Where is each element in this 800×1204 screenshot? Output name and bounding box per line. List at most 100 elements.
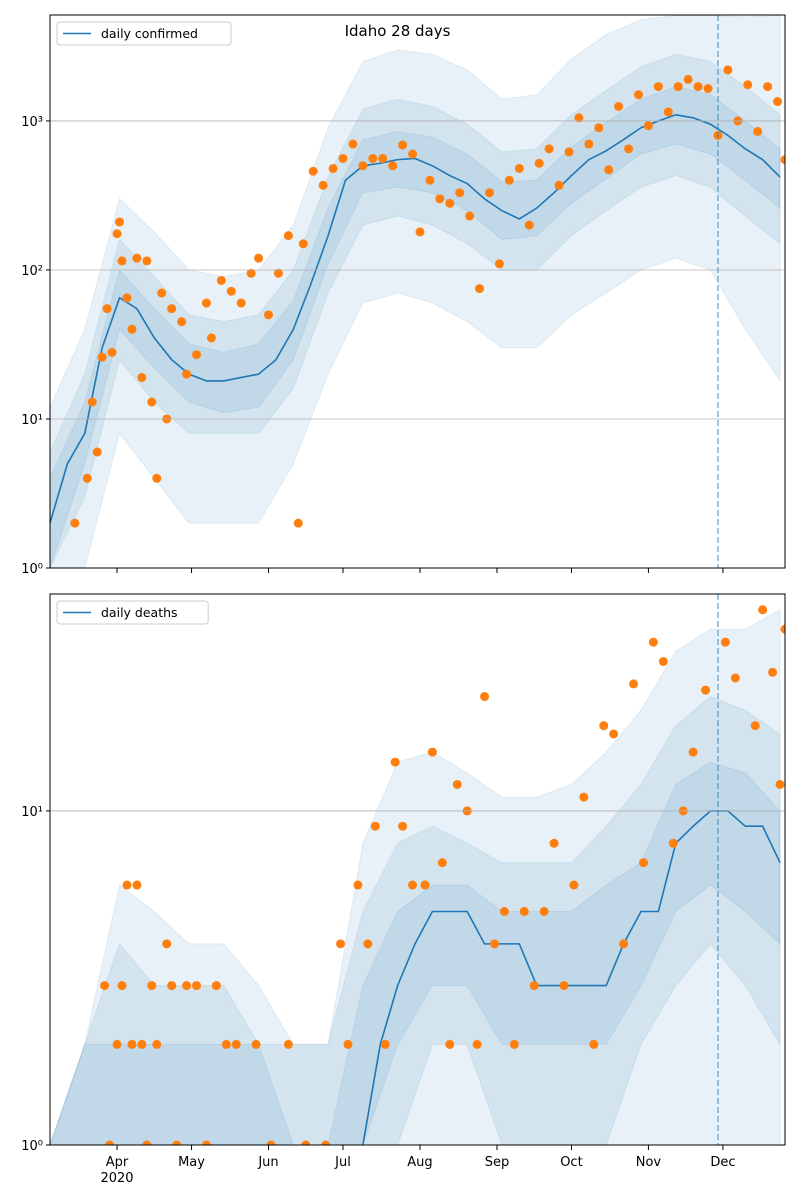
data-point [264, 310, 274, 320]
data-point [653, 82, 663, 92]
data-point [480, 692, 490, 702]
data-point [251, 1039, 261, 1049]
x-tick-year: 2020 [100, 1171, 133, 1186]
data-point [730, 673, 740, 683]
data-point [308, 166, 318, 176]
data-point [246, 268, 256, 278]
legend-label: daily confirmed [101, 26, 198, 41]
data-point [574, 113, 584, 123]
data-point [741, 554, 750, 563]
data-point [388, 161, 398, 171]
data-point [445, 1039, 455, 1049]
data-point [509, 1039, 519, 1049]
x-tick-label: May [178, 1155, 205, 1170]
data-point [112, 229, 122, 239]
data-point [97, 352, 107, 362]
data-point [408, 149, 418, 159]
data-point [775, 779, 785, 789]
data-point [758, 605, 768, 615]
data-point [554, 180, 564, 190]
y-tick-label: 10⁰ [21, 562, 43, 577]
data-point [693, 82, 703, 92]
data-point [648, 637, 658, 647]
data-point [70, 518, 80, 528]
data-point [127, 324, 137, 334]
data-point [609, 729, 619, 739]
data-point [147, 981, 157, 991]
data-point [328, 163, 338, 173]
data-point [539, 906, 549, 916]
data-point [177, 317, 187, 327]
data-point [102, 304, 112, 314]
data-point [455, 188, 465, 198]
data-point [122, 880, 132, 890]
data-point [638, 858, 648, 868]
data-point [147, 397, 157, 407]
data-point [370, 821, 380, 831]
data-point [768, 667, 778, 677]
data-point [348, 139, 358, 149]
data-point [420, 880, 430, 890]
data-point [688, 747, 698, 757]
data-point [398, 821, 408, 831]
legend-box [56, 600, 209, 625]
data-point [273, 268, 283, 278]
data-point [599, 721, 609, 731]
data-point [427, 747, 437, 757]
data-point [524, 220, 534, 230]
data-point [683, 74, 693, 84]
data-point [465, 211, 475, 221]
data-point [720, 637, 730, 647]
data-point [663, 107, 673, 117]
data-point [127, 1039, 137, 1049]
data-point [254, 253, 264, 263]
data-point [343, 1039, 353, 1049]
data-point [112, 1039, 122, 1049]
data-point [668, 838, 678, 848]
chart-title: Idaho 28 days [345, 22, 451, 40]
data-point [231, 1039, 241, 1049]
data-point [105, 1140, 115, 1145]
x-tick-label: Nov [636, 1155, 662, 1170]
data-point [293, 518, 303, 528]
data-point [137, 372, 147, 382]
data-point [435, 194, 445, 204]
data-point [475, 284, 485, 294]
data-point [519, 906, 529, 916]
data-point [117, 981, 127, 991]
x-tick-label: Dec [710, 1155, 735, 1170]
plot-area [50, 15, 785, 568]
axes-frame [49, 593, 786, 1146]
data-point [534, 158, 544, 168]
data-point [743, 80, 753, 90]
data-point [569, 880, 579, 890]
data-point [780, 155, 785, 165]
data-point [445, 198, 455, 208]
data-point [182, 981, 192, 991]
data-point [236, 298, 246, 308]
data-point [390, 757, 400, 767]
data-point [452, 779, 462, 789]
data-point [338, 153, 348, 163]
confidence-band [50, 53, 781, 568]
data-point [132, 253, 142, 263]
data-point [192, 981, 202, 991]
data-point [283, 1039, 293, 1049]
data-point [142, 256, 152, 266]
data-point [182, 369, 192, 379]
data-point [633, 90, 643, 100]
data-point [201, 1140, 211, 1145]
data-point [529, 981, 539, 991]
data-point [117, 256, 127, 266]
y-tick-label: 10⁰ [21, 1139, 43, 1154]
data-point [211, 981, 221, 991]
data-point [559, 981, 569, 991]
data-point [157, 288, 167, 298]
legend-box [56, 21, 232, 46]
data-point [753, 126, 763, 136]
data-point [579, 792, 589, 802]
data-point [336, 939, 346, 949]
x-tick-label: Aug [407, 1155, 432, 1170]
data-point [614, 102, 624, 112]
